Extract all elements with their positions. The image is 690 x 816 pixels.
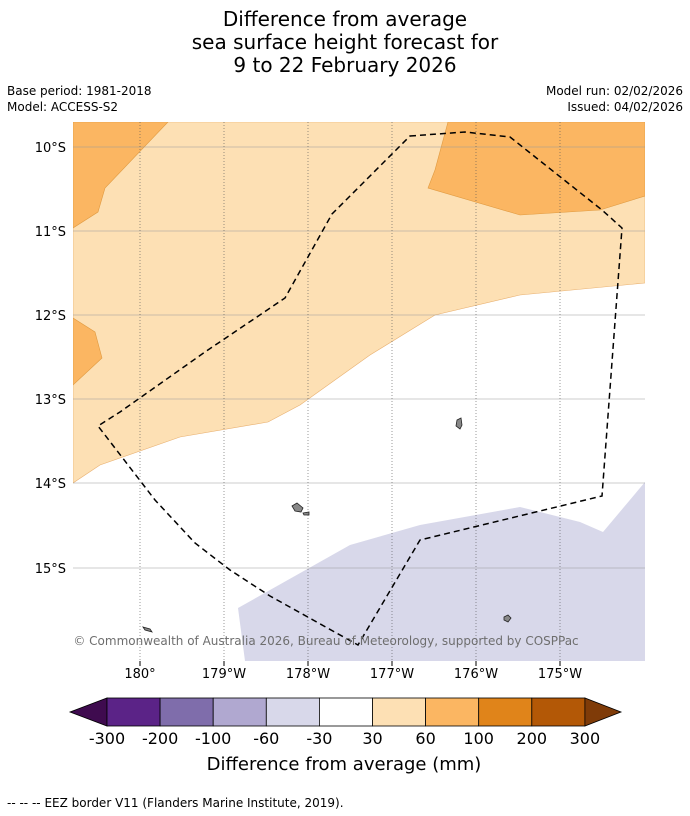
- title-line-3: 9 to 22 February 2026: [233, 53, 457, 77]
- anomaly-band-neg30-neg60: [238, 482, 645, 661]
- latitude-label: 13°S: [35, 393, 66, 408]
- meta-right: Model run: 02/02/2026 Issued: 04/02/2026: [546, 83, 683, 115]
- legend-colorbar: [68, 697, 623, 727]
- legend-tick-label: 30: [362, 729, 382, 748]
- graticule: [73, 122, 645, 661]
- title-line-1: Difference from average: [222, 7, 468, 31]
- legend-tick-label: 200: [517, 729, 548, 748]
- legend-tick-label: -60: [253, 729, 279, 748]
- legend-color-box: [478, 697, 533, 727]
- legend-tick-labels: -300 -200 -100 -60 -30 30 60 100 200 300: [89, 729, 600, 748]
- latitude-labels: 10°S 11°S 12°S 13°S 14°S 15°S: [35, 141, 66, 577]
- legend-title: Difference from average (mm): [207, 754, 482, 775]
- anomaly-band-30-60: [73, 122, 645, 484]
- model-name: Model: ACCESS-S2: [7, 100, 119, 114]
- map-layers: [73, 122, 645, 661]
- legend-tick-label: -100: [195, 729, 231, 748]
- longitude-label: 176°W: [454, 667, 498, 682]
- legend-extension-high: [584, 697, 623, 727]
- anomaly-patch-60-100-west: [73, 317, 103, 386]
- legend-color-box: [212, 697, 267, 727]
- legend-tick-label: 60: [415, 729, 435, 748]
- eez-border-line: [96, 131, 623, 647]
- island-central: [291, 502, 304, 513]
- legend-tick-label: 300: [570, 729, 601, 748]
- longitude-label: 180°: [124, 667, 155, 682]
- latitude-label: 14°S: [35, 477, 66, 492]
- anomaly-patch-60-100-northwest: [73, 122, 169, 229]
- legend-color-box: [318, 697, 373, 727]
- legend-color-box: [425, 697, 480, 727]
- longitude-labels: 180° 179°W 178°W 177°W 176°W 175°W: [124, 661, 582, 682]
- longitude-label: 178°W: [286, 667, 330, 682]
- island-east: [455, 417, 463, 430]
- legend-color-box: [159, 697, 214, 727]
- latitude-label: 10°S: [35, 141, 66, 156]
- forecast-map: © Commonwealth of Australia 2026, Bureau…: [35, 122, 645, 775]
- latitude-label: 11°S: [35, 225, 66, 240]
- latitude-label: 12°S: [35, 309, 66, 324]
- legend-tick-label: -30: [306, 729, 332, 748]
- meta-left: Base period: 1981-2018 Model: ACCESS-S2: [7, 83, 152, 115]
- islet-southwest: [142, 626, 153, 633]
- legend-tick-label: -200: [142, 729, 178, 748]
- copyright-notice: © Commonwealth of Australia 2026, Bureau…: [73, 634, 578, 648]
- issued-date: Issued: 04/02/2026: [567, 100, 683, 114]
- longitude-label: 179°W: [202, 667, 246, 682]
- eez-source-label: EEZ border V11 (Flanders Marine Institut…: [44, 796, 344, 810]
- legend-color-box: [372, 697, 426, 727]
- model-run: Model run: 02/02/2026: [545, 84, 683, 98]
- map-title: Difference from average sea surface heig…: [0, 8, 690, 77]
- eez-line-marker: -- -- --: [7, 796, 41, 810]
- latitude-label: 15°S: [35, 562, 66, 577]
- legend-extension-low: [68, 697, 108, 727]
- longitude-label: 177°W: [370, 667, 414, 682]
- legend-color-box: [265, 697, 320, 727]
- legend-color-box: [106, 697, 161, 727]
- base-period: Base period: 1981-2018: [7, 84, 152, 98]
- title-line-2: sea surface height forecast for: [191, 30, 499, 54]
- islet-central: [302, 511, 310, 516]
- legend-tick-label: 100: [463, 729, 494, 748]
- island-southeast: [503, 614, 512, 623]
- legend-tick-label: -300: [89, 729, 125, 748]
- longitude-label: 175°W: [538, 667, 582, 682]
- legend-color-box: [531, 697, 586, 727]
- eez-footnote: -- -- -- EEZ border V11 (Flanders Marine…: [7, 796, 344, 810]
